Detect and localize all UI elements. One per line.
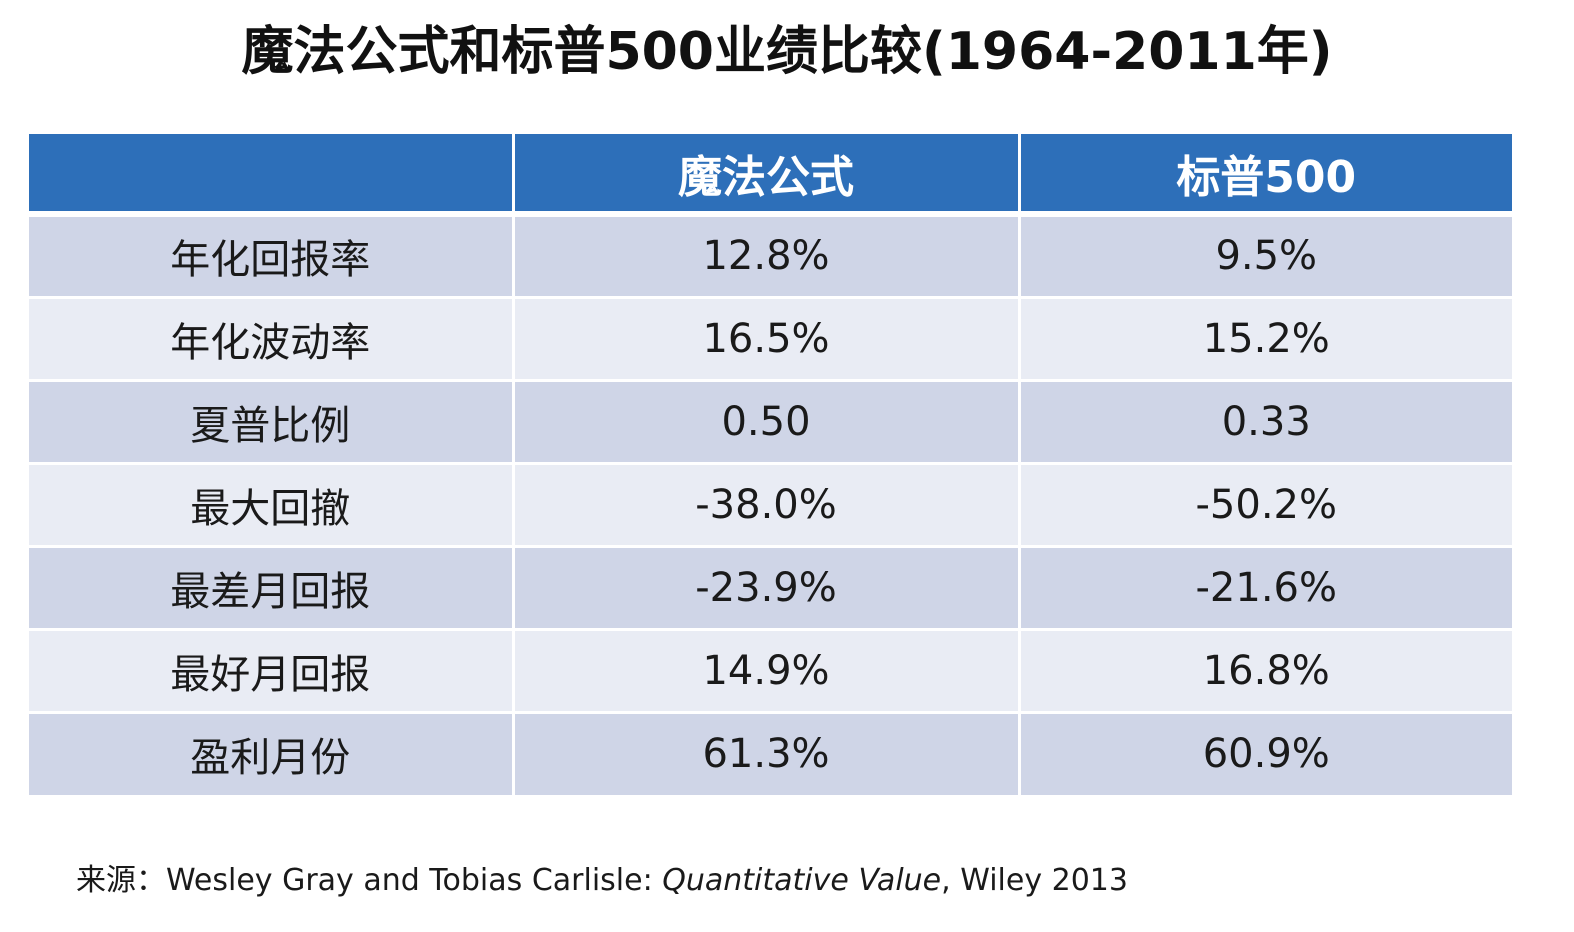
row-label: 夏普比例: [29, 380, 515, 465]
sp500-value: -21.6%: [1017, 546, 1512, 631]
source-prefix: 来源：Wesley Gray and Tobias Carlisle:: [76, 863, 663, 898]
table-header-row: 魔法公式 标普500: [29, 134, 1512, 217]
table-row: 夏普比例 0.50 0.33: [29, 380, 1512, 465]
magic-formula-value: 12.8%: [511, 214, 1021, 299]
magic-formula-value: -38.0%: [511, 463, 1021, 548]
magic-formula-value: 14.9%: [511, 629, 1021, 714]
row-label: 年化回报率: [29, 214, 515, 299]
chart-title: 魔法公式和标普500业绩比较(1964-2011年): [241, 22, 1333, 82]
table-row: 年化波动率 16.5% 15.2%: [29, 297, 1512, 382]
row-label: 最差月回报: [29, 546, 515, 631]
header-cell-empty: [29, 134, 515, 217]
sp500-value: 16.8%: [1017, 629, 1512, 714]
sp500-value: -50.2%: [1017, 463, 1512, 548]
comparison-table: 魔法公式 标普500 年化回报率 12.8% 9.5% 年化波动率 16.5% …: [29, 134, 1512, 795]
row-label: 最大回撤: [29, 463, 515, 548]
magic-formula-value: -23.9%: [511, 546, 1021, 631]
table-row: 最好月回报 14.9% 16.8%: [29, 629, 1512, 714]
table-row: 最大回撤 -38.0% -50.2%: [29, 463, 1512, 548]
magic-formula-value: 0.50: [511, 380, 1021, 465]
magic-formula-value: 61.3%: [511, 712, 1021, 795]
sp500-value: 15.2%: [1017, 297, 1512, 382]
sp500-value: 0.33: [1017, 380, 1512, 465]
row-label: 最好月回报: [29, 629, 515, 714]
source-book-title: Quantitative Value: [662, 863, 942, 898]
table-row: 最差月回报 -23.9% -21.6%: [29, 546, 1512, 631]
source-note: 来源：Wesley Gray and Tobias Carlisle: Quan…: [76, 858, 1128, 904]
sp500-value: 60.9%: [1017, 712, 1512, 795]
table-row: 盈利月份 61.3% 60.9%: [29, 712, 1512, 795]
header-cell-magic-formula: 魔法公式: [511, 134, 1021, 217]
header-cell-sp500: 标普500: [1017, 134, 1512, 217]
sp500-value: 9.5%: [1017, 214, 1512, 299]
row-label: 年化波动率: [29, 297, 515, 382]
magic-formula-value: 16.5%: [511, 297, 1021, 382]
source-suffix: , Wiley 2013: [941, 863, 1128, 898]
row-label: 盈利月份: [29, 712, 515, 795]
table-row: 年化回报率 12.8% 9.5%: [29, 214, 1512, 299]
